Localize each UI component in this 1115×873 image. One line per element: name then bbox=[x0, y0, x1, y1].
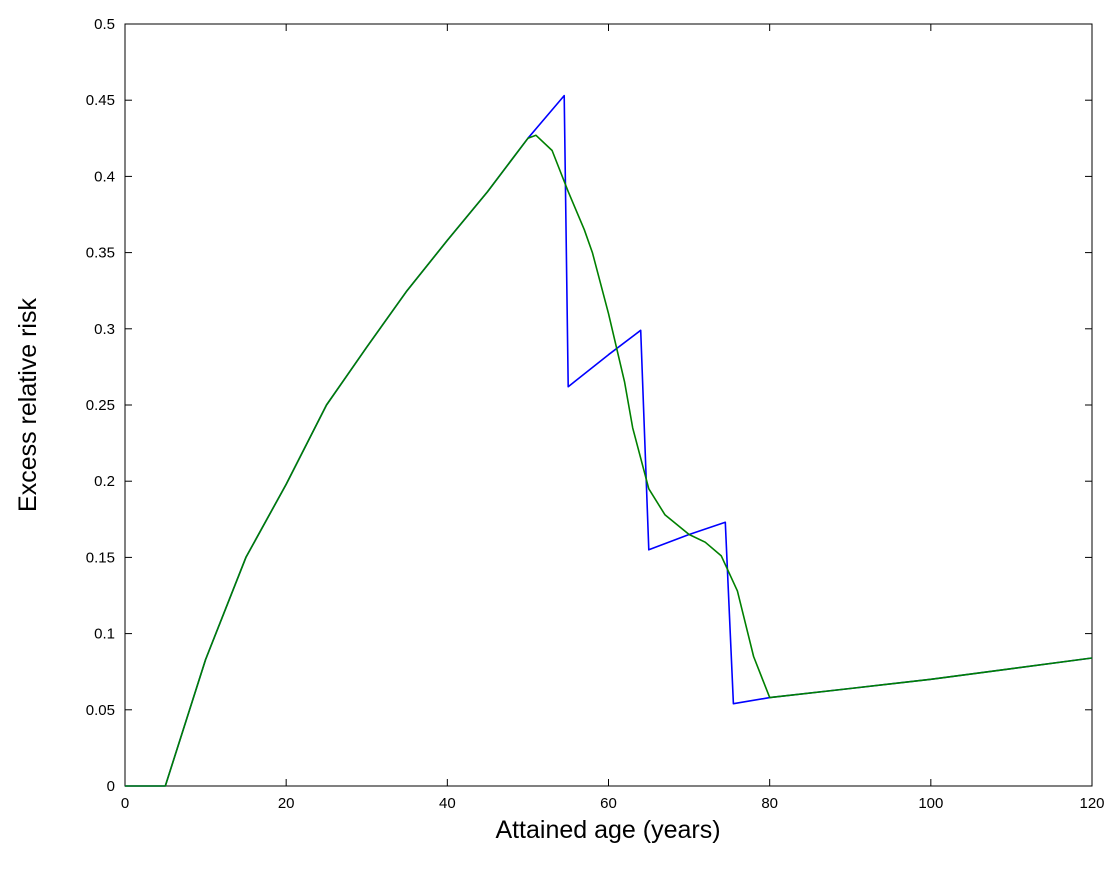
x-axis-label: Attained age (years) bbox=[495, 816, 720, 844]
x-tick-label: 100 bbox=[918, 795, 943, 812]
plot-area bbox=[124, 23, 1093, 787]
axis-ticks: 0 20 40 60 80 100 120 0 0.05 0.1 0.15 0.2 0.25 0.3 0.3… bbox=[86, 16, 1105, 812]
y-tick-label: 0.2 bbox=[94, 473, 115, 490]
y-tick-label: 0.15 bbox=[86, 549, 115, 566]
y-tick-label: 0 bbox=[107, 778, 115, 795]
series-layer bbox=[125, 94, 1093, 787]
y-tick-label: 0.5 bbox=[94, 16, 115, 33]
y-tick-label: 0.35 bbox=[86, 245, 115, 262]
y-tick-label: 0.3 bbox=[94, 321, 115, 338]
y-tick-label: 0.05 bbox=[86, 702, 115, 719]
y-tick-label: 0.25 bbox=[86, 397, 115, 414]
y-tick-label: 0.4 bbox=[94, 168, 115, 185]
x-tick-label: 80 bbox=[761, 795, 778, 812]
x-tick-label: 120 bbox=[1079, 795, 1104, 812]
y-tick-label: 0.1 bbox=[94, 626, 115, 643]
y-axis-label: Excess relative risk bbox=[14, 298, 42, 512]
x-tick-label: 40 bbox=[439, 795, 456, 812]
series-line-2 bbox=[125, 134, 1093, 787]
x-tick-label: 0 bbox=[121, 795, 129, 812]
y-tick-label: 0.45 bbox=[86, 92, 115, 109]
x-tick-label: 20 bbox=[278, 795, 295, 812]
x-tick-label: 60 bbox=[600, 795, 617, 812]
